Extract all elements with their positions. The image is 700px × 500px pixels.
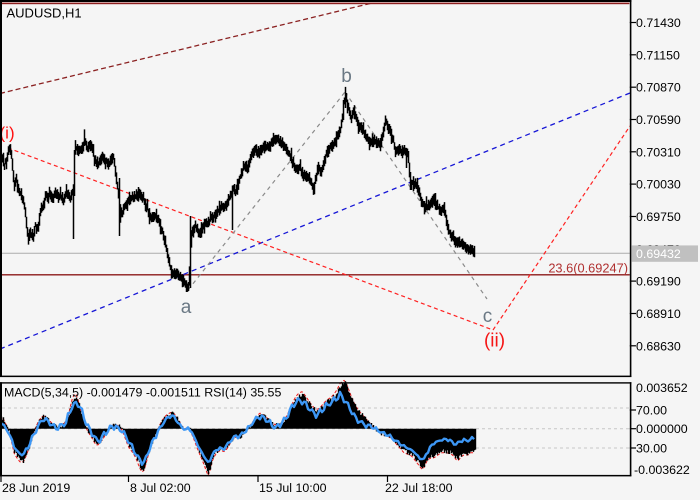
svg-text:23.6(0.69247): 23.6(0.69247) [548, 261, 628, 276]
svg-text:(ii): (ii) [484, 331, 505, 352]
svg-text:0.70310: 0.70310 [636, 145, 681, 159]
svg-text:0.70870: 0.70870 [636, 81, 681, 95]
svg-text:0.71150: 0.71150 [636, 48, 680, 62]
svg-text:AUDUSD,H1: AUDUSD,H1 [7, 6, 82, 21]
svg-text:0.69750: 0.69750 [636, 210, 681, 224]
svg-text:15 Jul 10:00: 15 Jul 10:00 [259, 481, 327, 495]
svg-text:30.00: 30.00 [636, 442, 667, 456]
svg-text:0.70590: 0.70590 [636, 113, 681, 127]
svg-text:0.003652: 0.003652 [636, 381, 688, 395]
svg-text:0.70030: 0.70030 [636, 178, 681, 192]
svg-text:-0.003622: -0.003622 [634, 463, 690, 477]
svg-text:8 Jul 02:00: 8 Jul 02:00 [130, 481, 191, 495]
svg-text:0.69432: 0.69432 [636, 247, 681, 261]
svg-text:0.68910: 0.68910 [636, 307, 681, 321]
svg-text:0.71430: 0.71430 [636, 16, 681, 30]
svg-text:22 Jul 18:00: 22 Jul 18:00 [385, 481, 453, 495]
svg-text:0.68630: 0.68630 [636, 339, 681, 353]
svg-text:70.00: 70.00 [636, 404, 667, 418]
svg-text:a: a [181, 297, 192, 318]
svg-text:0.69190: 0.69190 [636, 275, 681, 289]
svg-text:c: c [483, 306, 493, 327]
svg-text:b: b [341, 66, 352, 87]
svg-text:MACD(5,34,5) -0.001479 -0.0015: MACD(5,34,5) -0.001479 -0.001511 RSI(14)… [4, 386, 281, 400]
svg-text:0.000000: 0.000000 [636, 422, 688, 436]
svg-text:(i): (i) [0, 124, 15, 143]
svg-text:28 Jun 2019: 28 Jun 2019 [2, 481, 70, 495]
